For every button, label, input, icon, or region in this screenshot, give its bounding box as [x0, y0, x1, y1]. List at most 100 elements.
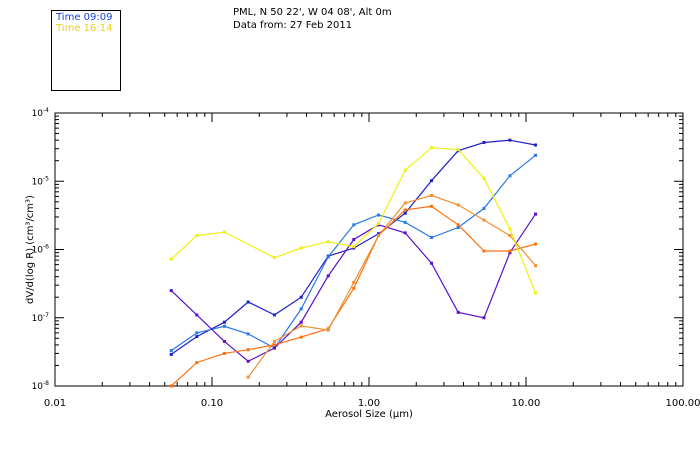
series-4-point-0 — [246, 375, 250, 379]
series-1-point-2 — [222, 324, 226, 328]
legend-item-1: Time 16:14 — [56, 23, 113, 34]
x-tick-label-1: 0.10 — [201, 398, 223, 409]
series-0-point-4 — [272, 313, 276, 317]
series-0-point-9 — [403, 211, 407, 215]
series-5-line — [170, 147, 537, 294]
series-3-point-1 — [195, 361, 199, 365]
series-2-point-5 — [299, 320, 303, 324]
series-0-point-0 — [169, 352, 173, 356]
y-tick-label-3: 10-5 — [32, 175, 50, 187]
series-3-point-14 — [534, 242, 538, 246]
series-2-point-4 — [272, 346, 276, 350]
series-4-line — [247, 194, 536, 378]
series-5-point-13 — [534, 291, 538, 295]
series-1-point-1 — [195, 331, 199, 335]
x-tick-label-0: 0.01 — [44, 398, 66, 409]
series-2-point-0 — [169, 289, 173, 293]
x-tick-label-3: 10.00 — [512, 398, 541, 409]
series-2-point-2 — [222, 339, 226, 343]
series-3-point-10 — [429, 204, 433, 208]
series-2-point-3 — [246, 359, 250, 363]
series-0-point-2 — [222, 320, 226, 324]
series-2-point-9 — [403, 231, 407, 235]
series-0-point-14 — [534, 143, 538, 147]
series-0-point-10 — [429, 179, 433, 183]
y-axis-label: dV/d(log R) (cm³/cm³) — [25, 195, 36, 304]
series-1-point-7 — [352, 223, 356, 227]
series-3-point-7 — [352, 286, 356, 290]
legend-item-0: Time 09:09 — [56, 12, 113, 23]
header-location: PML, N 50 22', W 04 08', Alt 0m — [233, 7, 392, 18]
x-tick-label-4: 100.00 — [666, 398, 700, 409]
series-4-point-9 — [482, 218, 486, 222]
series-5-point-9 — [429, 146, 433, 150]
series-0-point-12 — [482, 140, 486, 144]
series-5-point-5 — [326, 240, 330, 244]
series-4-point-2 — [299, 324, 303, 328]
header-date: Data from: 27 Feb 2011 — [233, 20, 353, 31]
series-0-point-1 — [195, 335, 199, 339]
series-4-point-8 — [456, 203, 460, 207]
series-3-point-13 — [508, 249, 512, 253]
series-5-point-7 — [377, 222, 381, 226]
series-1-point-9 — [403, 220, 407, 224]
series-3-point-0 — [169, 384, 173, 388]
series-1-point-5 — [299, 307, 303, 311]
series-3-point-2 — [222, 351, 226, 355]
series-5-point-2 — [222, 230, 226, 234]
series-4-point-4 — [352, 280, 356, 284]
x-tick-label-2: 1.00 — [358, 398, 380, 409]
series-2-point-11 — [456, 310, 460, 314]
series-2-point-14 — [534, 212, 538, 216]
series-1-point-6 — [326, 255, 330, 259]
series-1-point-11 — [456, 226, 460, 230]
series-5-point-11 — [482, 176, 486, 180]
series-4-point-10 — [508, 234, 512, 238]
series-3-point-5 — [299, 335, 303, 339]
y-tick-label-1: 10-7 — [32, 312, 50, 324]
series-5-point-0 — [169, 257, 173, 261]
series-4-point-3 — [326, 328, 330, 332]
series-2-point-7 — [352, 238, 356, 242]
series-1-point-0 — [169, 349, 173, 353]
legend-box: Time 09:09 Time 16:14 — [51, 10, 121, 91]
series-3-point-3 — [246, 348, 250, 352]
series-1-point-8 — [377, 213, 381, 217]
series-2-point-10 — [429, 261, 433, 265]
x-axis-label: Aerosol Size (µm) — [325, 409, 413, 420]
series-1-point-3 — [246, 332, 250, 336]
y-tick-label-2: 10-6 — [32, 244, 50, 256]
series-1-point-14 — [534, 153, 538, 157]
series-4-point-5 — [377, 234, 381, 238]
series-0-point-8 — [377, 232, 381, 236]
series-2-point-6 — [326, 274, 330, 278]
series-2-point-1 — [195, 313, 199, 317]
series-0-point-13 — [508, 138, 512, 142]
series-5-point-3 — [272, 256, 276, 260]
series-4-point-7 — [429, 193, 433, 197]
series-4-point-1 — [272, 339, 276, 343]
series-1-point-10 — [429, 235, 433, 239]
series-3-point-12 — [482, 249, 486, 253]
series-5-point-4 — [299, 246, 303, 250]
plot-frame — [54, 112, 684, 387]
series-5-point-12 — [508, 227, 512, 231]
y-tick-label-0: 10-8 — [32, 380, 50, 392]
series-4-point-11 — [534, 264, 538, 268]
series-1-point-12 — [482, 206, 486, 210]
series-3-point-9 — [403, 208, 407, 212]
series-2-point-12 — [482, 316, 486, 320]
series-5-point-1 — [195, 234, 199, 238]
y-tick-label-4: 10-4 — [32, 107, 50, 119]
series-3-point-11 — [456, 223, 460, 227]
series-5-point-6 — [352, 245, 356, 249]
series-4-point-6 — [403, 201, 407, 205]
series-5-point-8 — [403, 168, 407, 172]
series-3-point-4 — [272, 343, 276, 347]
series-1-point-13 — [508, 174, 512, 178]
series-5-point-10 — [456, 148, 460, 152]
series-0-point-3 — [246, 300, 250, 304]
series-0-point-5 — [299, 295, 303, 299]
series-2-point-13 — [508, 251, 512, 255]
